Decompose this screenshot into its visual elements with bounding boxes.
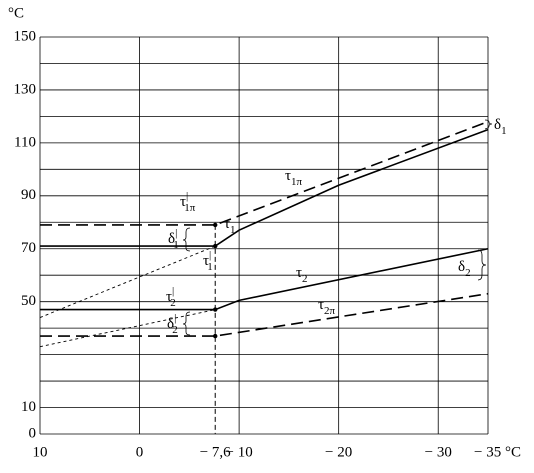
annotation-symbol: τ xyxy=(166,289,172,305)
annotation-prime: | xyxy=(172,285,174,297)
annotation: τ1π xyxy=(285,168,303,187)
annotation: τ| 1π xyxy=(180,190,196,214)
annotation-symbol: δ xyxy=(494,117,501,133)
y-tick-label: 70 xyxy=(21,240,36,256)
annotation-symbol: τ xyxy=(203,253,209,269)
annotation-symbol: τ xyxy=(318,297,324,313)
x-tick-label: − 7,6 xyxy=(200,444,231,460)
annotation-symbol: τ xyxy=(224,216,230,232)
y-tick-label: 10 xyxy=(21,399,36,415)
annotation-subscript: 1π xyxy=(184,202,196,214)
x-tick-label: − 35 °C xyxy=(474,444,521,460)
annotation: τ| 1 xyxy=(203,249,213,273)
annotation-symbol: δ xyxy=(167,316,174,332)
brace xyxy=(182,227,191,252)
annotation-subscript: 1π xyxy=(291,176,303,188)
y-tick-label: 130 xyxy=(14,81,37,97)
x-tick-label: 10 xyxy=(33,444,48,460)
annotation-prime: | xyxy=(175,227,177,239)
y-tick-label: 50 xyxy=(21,293,36,309)
series-line xyxy=(40,128,489,247)
annotation-subscript: 2 xyxy=(170,297,176,309)
point xyxy=(213,222,218,228)
series-line xyxy=(40,292,489,337)
series-line xyxy=(40,120,489,226)
annotation: τ| 2 xyxy=(166,285,176,309)
annotation: δ1 xyxy=(494,117,507,136)
annotation-symbol: τ xyxy=(180,194,186,210)
annotation-prime: | xyxy=(174,312,176,324)
annotation: τ1 xyxy=(224,216,236,235)
brace xyxy=(182,311,191,336)
y-tick-label: 110 xyxy=(14,134,36,150)
y-unit: °C xyxy=(8,5,24,21)
x-tick-label: − 30 xyxy=(425,444,452,460)
annotation-subscript: 1 xyxy=(173,239,179,251)
annotation-prime: | xyxy=(186,190,188,202)
y-tick-label: 150 xyxy=(14,28,37,44)
annotation-subscript: 2 xyxy=(302,273,308,285)
annotation-subscript: 1 xyxy=(230,224,236,236)
annotation: δ| 1 xyxy=(168,227,179,251)
x-tick-label: − 20 xyxy=(325,444,352,460)
annotation: δ| 2 xyxy=(167,312,178,336)
point xyxy=(213,333,218,339)
annotation-subscript: 2 xyxy=(172,324,178,336)
annotation-subscript: 1 xyxy=(207,261,213,273)
annotation-subscript: 2π xyxy=(324,305,336,317)
annotation-prime: | xyxy=(209,249,211,261)
annotation: δ2 xyxy=(458,259,471,278)
annotation-subscript: 2 xyxy=(465,267,471,279)
series-line xyxy=(39,245,216,318)
series-line xyxy=(40,247,489,311)
annotation-symbol: τ xyxy=(296,265,302,281)
x-tick-label: − 10 xyxy=(226,444,253,460)
point xyxy=(213,307,218,312)
annotation-subscript: 1 xyxy=(501,125,507,137)
y-tick-label: 90 xyxy=(21,187,36,203)
brace xyxy=(477,249,487,281)
y-tick-label: 0 xyxy=(29,425,37,441)
point xyxy=(213,243,218,249)
brace xyxy=(484,119,493,130)
x-tick-label: 0 xyxy=(136,444,144,460)
annotation-symbol: δ xyxy=(168,231,175,247)
annotation-symbol: τ xyxy=(285,168,291,184)
annotation: τ2π xyxy=(318,297,336,316)
annotation-symbol: δ xyxy=(458,259,465,275)
annotation: τ2 xyxy=(296,265,308,284)
